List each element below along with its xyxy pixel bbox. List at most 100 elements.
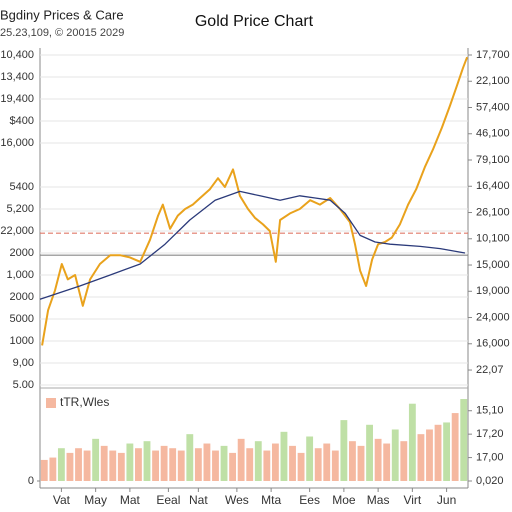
volume-bar <box>212 450 219 481</box>
volume-bar <box>280 431 288 481</box>
y-tick-label: 13,400 <box>0 71 34 83</box>
y-tick-label: 16,000 <box>0 137 34 149</box>
volume-bar <box>254 441 262 481</box>
volume-bar <box>169 448 177 481</box>
y-tick-label: 2000 <box>10 247 34 259</box>
y-tick-label: $400 <box>10 115 34 127</box>
y2-tick-label: 0,020 <box>476 475 504 487</box>
y-tick-label: 9,00 <box>13 357 34 369</box>
legend-label: tTR,Wles <box>60 395 109 409</box>
price-line <box>41 56 469 346</box>
volume-bar <box>203 443 211 481</box>
volume-bar <box>57 448 65 481</box>
y2-tick-label: 17,00 <box>476 451 504 463</box>
volume-bar <box>75 448 82 481</box>
y-tick-label: 2000 <box>10 291 34 303</box>
price-line <box>39 190 466 300</box>
volume-bar <box>374 438 382 481</box>
volume-bar <box>400 441 408 481</box>
y2-tick-label: 79,100 <box>476 154 510 166</box>
volume-bar <box>229 452 237 481</box>
volume-bar <box>152 450 159 481</box>
y-tick-label: 22,000 <box>0 225 34 237</box>
chart-title: Gold Price Chart <box>195 13 314 30</box>
y2-tick-label: 16,000 <box>476 338 510 350</box>
volume-bar <box>135 448 142 481</box>
x-tick-label: Eeal <box>156 493 180 507</box>
x-tick-label: Jun <box>437 493 456 507</box>
volume-bar <box>126 443 134 481</box>
subtitle: Bgdiny Prices & Care <box>0 7 124 22</box>
volume-bar <box>297 452 305 481</box>
volume-bar <box>92 438 100 481</box>
volume-bar <box>246 448 254 481</box>
y-tick-label: 5,200 <box>6 203 34 215</box>
volume-bar <box>271 443 279 481</box>
y2-tick-label: 17,20 <box>476 428 504 440</box>
y-tick-label: 5400 <box>10 181 34 193</box>
y2-tick-label: 22,07 <box>476 364 504 376</box>
y-tick-label: 5000 <box>10 313 34 325</box>
y2-tick-label: 57,400 <box>476 101 510 113</box>
y-tick-label: 1000 <box>10 335 34 347</box>
y2-tick-label: 16,400 <box>476 180 510 192</box>
y-tick-label: 0 <box>28 475 34 487</box>
x-tick-label: Wes <box>225 493 249 507</box>
y2-tick-label: 26,100 <box>476 206 510 218</box>
volume-bar <box>186 434 194 481</box>
volume-bar <box>357 445 365 481</box>
legend-swatch <box>46 398 56 408</box>
volume-bar <box>331 450 339 481</box>
x-tick-label: Virt <box>403 493 421 507</box>
x-tick-label: Mas <box>367 493 390 507</box>
y2-tick-label: 10,100 <box>476 233 510 245</box>
volume-bar <box>391 429 399 481</box>
volume-bar <box>194 448 202 481</box>
y2-tick-label: 15,10 <box>476 405 504 417</box>
volume-bar <box>451 413 459 481</box>
volume-bar <box>349 441 356 481</box>
volume-bar <box>426 429 433 481</box>
y2-tick-label: 17,700 <box>476 49 510 61</box>
x-tick-label: Vat <box>53 493 71 507</box>
y-tick-label: 5.00 <box>13 379 34 391</box>
volume-bar <box>237 438 245 481</box>
volume-bar <box>460 399 468 481</box>
volume-bar <box>263 450 271 481</box>
x-tick-label: Mat <box>120 493 141 507</box>
volume-bar <box>49 457 57 481</box>
volume-bar <box>417 434 425 481</box>
y-tick-label: 19,400 <box>0 93 34 105</box>
volume-bar <box>100 445 108 481</box>
volume-bar <box>289 445 296 481</box>
y2-tick-label: 15,000 <box>476 259 510 271</box>
y2-tick-label: 19,000 <box>476 285 510 297</box>
volume-bar <box>366 424 373 481</box>
volume-bar <box>408 403 416 481</box>
y2-tick-label: 24,000 <box>476 311 510 323</box>
y-tick-label: 10,400 <box>0 49 34 61</box>
x-tick-label: Moe <box>332 493 356 507</box>
x-tick-label: May <box>84 493 107 507</box>
volume-bar <box>117 452 125 481</box>
volume-bar <box>109 450 117 481</box>
volume-bar <box>83 450 91 481</box>
volume-bar <box>340 420 348 481</box>
volume-bar <box>443 422 451 481</box>
volume-bar <box>66 452 74 481</box>
volume-bar <box>434 424 442 481</box>
volume-bar <box>220 445 228 481</box>
volume-bar <box>177 450 185 481</box>
y2-tick-label: 22,100 <box>476 75 510 87</box>
y2-tick-label: 46,100 <box>476 128 510 140</box>
volume-bar <box>306 436 314 481</box>
volume-bar <box>314 448 322 481</box>
x-tick-label: Ees <box>299 493 320 507</box>
volume-bar <box>383 443 391 481</box>
y-tick-label: 1,000 <box>6 269 34 281</box>
volume-bar <box>143 441 151 481</box>
volume-bar <box>160 445 168 481</box>
